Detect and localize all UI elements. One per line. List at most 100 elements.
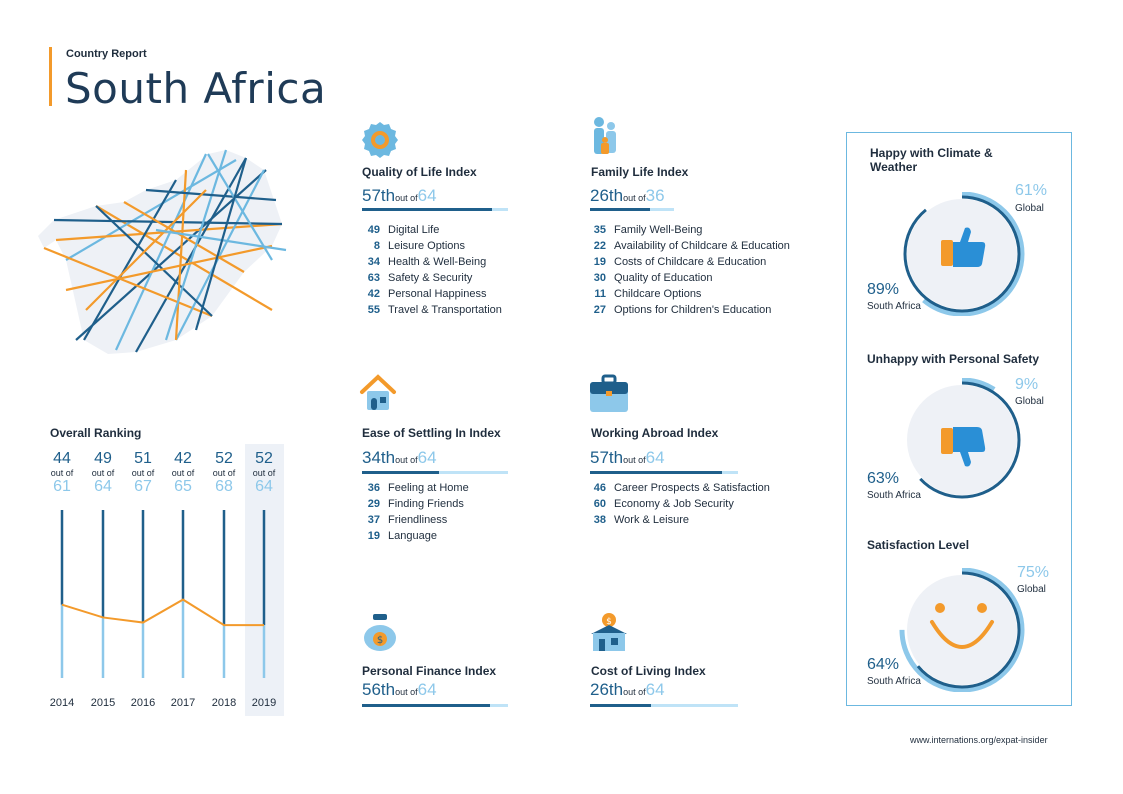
family-progress-bar — [590, 208, 674, 211]
sub-index-rank: 29 — [367, 498, 380, 510]
sub-index-rank: 38 — [593, 514, 606, 526]
global-arc — [899, 192, 1025, 316]
satisfaction-global-value: 75% — [1017, 564, 1050, 581]
map-line — [194, 157, 248, 331]
sub-index-row: 11 Childcare Options — [588, 286, 790, 302]
sub-index-rank: 55 — [367, 304, 380, 316]
satisfaction-global-label: Global — [1017, 584, 1046, 595]
cost-of-living-title: Cost of Living Index — [591, 664, 706, 678]
overall-ranking-column: 51 out of 67 — [123, 450, 163, 496]
working-sub-list: 46 Career Prospects & Satisfaction 60 Econo… — [588, 480, 770, 528]
settling-progress-fill — [362, 471, 440, 474]
sub-index-row: 8 Leisure Options — [362, 238, 502, 254]
map-line — [123, 201, 245, 273]
out-of-label: out of — [50, 468, 74, 478]
out-of-label: out of — [623, 193, 646, 203]
working-abroad-rank: 57thout of64 — [590, 448, 665, 468]
rank-value: 26th — [590, 680, 624, 699]
sub-index-rank: 22 — [593, 240, 606, 252]
briefcase-icon — [590, 374, 628, 412]
sub-index-rank: 37 — [367, 514, 380, 526]
quality-sub-list: 49 Digital Life 8 Leisure Options 34 Health &… — [362, 222, 502, 318]
sub-index-row: 46 Career Prospects & Satisfaction — [588, 480, 770, 496]
rank-value: 57th — [362, 186, 396, 205]
climate-global-label: Global — [1015, 203, 1044, 214]
rank-total: 64 — [417, 186, 437, 205]
working-abroad-title: Working Abroad Index — [591, 426, 719, 440]
climate-title-line2: Weather — [870, 160, 918, 174]
overall-rank-total: 64 — [94, 478, 112, 495]
satisfaction-sa-label: South Africa — [867, 676, 921, 687]
out-of-label: out of — [252, 468, 276, 478]
page-title: South Africa — [65, 64, 327, 113]
safety-global-value: 9% — [1015, 376, 1039, 393]
sub-index-row: 37 Friendliness — [362, 512, 469, 528]
overall-rank-total: 65 — [174, 478, 192, 495]
sub-index-rank: 30 — [593, 272, 606, 284]
sub-index-row: 35 Family Well-Being — [588, 222, 790, 238]
sub-index-rank: 27 — [593, 304, 606, 316]
sub-index-rank: 35 — [593, 224, 606, 236]
overall-rank-value: 52 — [255, 450, 273, 467]
map-line — [95, 205, 273, 311]
thumbs-down-icon — [953, 427, 986, 467]
map-line — [164, 149, 228, 341]
sub-index-label: Costs of Childcare & Education — [614, 256, 767, 268]
overall-ranking-chart — [60, 510, 266, 678]
out-of-label: out of — [395, 455, 418, 465]
sub-index-label: Health & Well-Being — [388, 256, 487, 268]
map-line — [207, 153, 273, 261]
sub-index-row: 36 Feeling at Home — [362, 480, 469, 496]
south-africa-arc — [903, 381, 1021, 499]
overall-year-label: 2016 — [130, 697, 156, 709]
sub-index-label: Friendliness — [388, 514, 448, 526]
quality-of-life-rank: 57thout of64 — [362, 186, 437, 206]
sub-index-label: Availability of Childcare & Education — [614, 240, 790, 252]
overall-ranking-title: Overall Ranking — [50, 426, 142, 440]
sub-index-label: Leisure Options — [388, 240, 466, 252]
sub-index-label: Safety & Security — [388, 272, 473, 284]
sub-index-row: 63 Safety & Security — [362, 270, 502, 286]
rank-total: 64 — [645, 448, 665, 467]
overall-rank-total: 64 — [255, 478, 273, 495]
country-map-illustration — [38, 149, 287, 354]
family-sub-list: 35 Family Well-Being 22 Availability of Chi… — [588, 222, 790, 318]
overall-ranking-column: 49 out of 64 — [83, 450, 123, 496]
survey-panel — [846, 132, 1072, 706]
sub-index-row: 38 Work & Leisure — [588, 512, 770, 528]
out-of-label: out of — [131, 468, 155, 478]
rank-value: 34th — [362, 448, 396, 467]
sub-index-label: Options for Children's Education — [614, 304, 772, 316]
thumbs-up-icon-cuff — [941, 240, 953, 266]
smiley-icon — [930, 603, 994, 649]
sub-index-label: Language — [388, 530, 437, 542]
overall-ranking-column: 52 out of 68 — [204, 450, 244, 496]
sub-index-row: 27 Options for Children's Education — [588, 302, 790, 318]
finance-progress-fill — [362, 704, 490, 707]
sub-index-row: 19 Language — [362, 528, 469, 544]
settling-sub-list: 36 Feeling at Home 29 Finding Friends 37 Frie… — [362, 480, 469, 544]
quality-of-life-title: Quality of Life Index — [362, 165, 477, 179]
overall-ranking-column: 52 out of 64 — [244, 450, 284, 496]
sub-index-row: 29 Finding Friends — [362, 496, 469, 512]
family-progress-fill — [590, 208, 651, 211]
thumbs-up-icon — [953, 227, 986, 267]
safety-global-label: Global — [1015, 396, 1044, 407]
sub-index-label: Finding Friends — [388, 498, 464, 510]
global-arc — [899, 378, 1025, 502]
map-line — [174, 169, 188, 341]
sub-index-row: 60 Economy & Job Security — [588, 496, 770, 512]
satisfaction-sa-value: 64% — [867, 656, 900, 673]
map-line — [85, 189, 207, 311]
family-icon — [594, 117, 616, 154]
sub-index-label: Family Well-Being — [614, 224, 703, 236]
map-line — [155, 228, 287, 252]
sub-index-rank: 49 — [367, 224, 380, 236]
sub-index-rank: 19 — [593, 256, 606, 268]
svg-text:$: $ — [606, 617, 612, 627]
settling-in-rank: 34thout of64 — [362, 448, 437, 468]
thumbs-down-icon-cuff — [941, 428, 953, 454]
out-of-label: out of — [395, 687, 418, 697]
map-line — [115, 153, 207, 351]
overall-rank-value: 49 — [94, 450, 112, 467]
